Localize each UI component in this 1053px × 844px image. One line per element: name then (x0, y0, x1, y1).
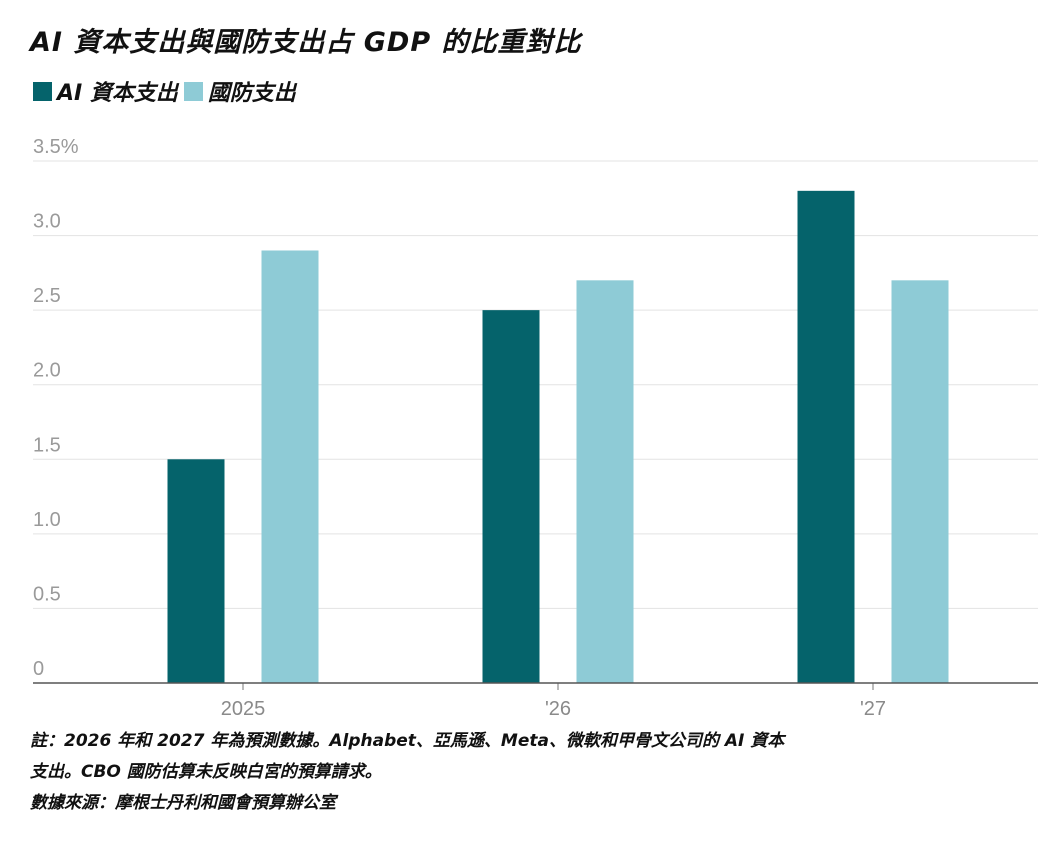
legend-item-defense: 國防支出 (183, 75, 296, 107)
bar-ai-capex (797, 190, 855, 684)
y-tick-label: 2.5 (33, 285, 61, 307)
note-line-2: 支出。CBO 國防估算未反映白宮的預算請求。 (30, 762, 382, 782)
y-tick-label: 2.0 (33, 360, 61, 382)
legend-label-defense: 國防支出 (207, 81, 296, 106)
bar-ai-capex (482, 310, 540, 683)
legend-item-ai-capex: AI 資本支出 (33, 75, 178, 107)
x-tick-label: 2025 (221, 698, 266, 720)
bar-defense (891, 280, 949, 683)
y-tick-label: 1.0 (33, 509, 61, 531)
y-tick-label: 3.5% (33, 136, 79, 158)
y-tick-label: 0 (33, 658, 44, 680)
legend-label-ai-capex: AI 資本支出 (57, 81, 178, 106)
x-tick-label: '27 (860, 698, 886, 720)
legend-swatch-defense (183, 81, 203, 101)
bar-defense (576, 280, 634, 683)
legend: AI 資本支出 國防支出 (33, 75, 302, 107)
footnotes: 註：2026 年和 2027 年為預測數據。Alphabet、亞馬遜、Meta、… (30, 726, 784, 819)
bar-defense (261, 250, 319, 683)
source-line: 數據來源：摩根士丹利和國會預算辦公室 (30, 793, 336, 813)
y-tick-label: 1.5 (33, 434, 61, 456)
y-tick-label: 3.0 (33, 211, 61, 233)
chart-title: AI 資本支出與國防支出占 GDP 的比重對比 (30, 27, 582, 58)
x-tick-label: '26 (545, 698, 571, 720)
y-tick-label: 0.5 (33, 583, 61, 605)
note-line-1: 註：2026 年和 2027 年為預測數據。Alphabet、亞馬遜、Meta、… (30, 731, 785, 751)
legend-swatch-ai-capex (33, 81, 52, 101)
bar-ai-capex (167, 459, 225, 683)
